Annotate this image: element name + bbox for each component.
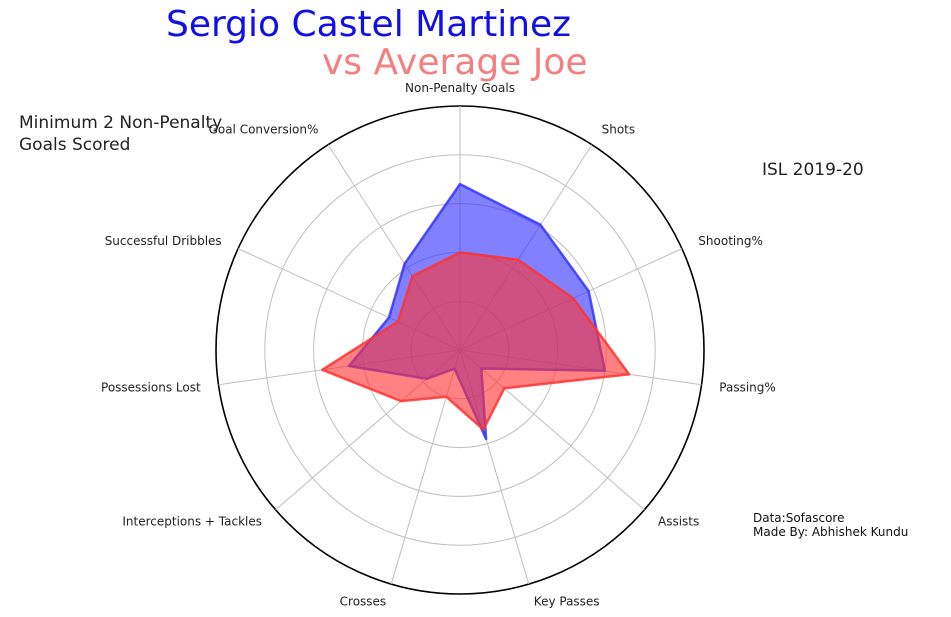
axis-label: Crosses <box>340 594 387 608</box>
source-label: Data:Sofascore <box>753 511 845 525</box>
criteria-note: Minimum 2 Non-Penalty Goals Scored <box>19 112 222 156</box>
credits: Data:Sofascore Made By: Abhishek Kundu <box>753 511 908 539</box>
axis-label: Non-Penalty Goals <box>405 81 515 95</box>
axis-labels: Non-Penalty Goals Shots Shooting% Passing% A… <box>101 81 776 608</box>
criteria-line-2: Goals Scored <box>19 135 131 155</box>
average-series-area <box>321 251 631 431</box>
axis-label: Shots <box>602 123 636 137</box>
radar-series <box>321 182 631 441</box>
axis-label: Successful Dribbles <box>105 234 222 248</box>
player-title: Sergio Castel Martinez <box>166 4 572 45</box>
axis-label: Goal Conversion% <box>209 123 319 137</box>
axis-label: Possessions Lost <box>101 380 201 394</box>
axis-label: Key Passes <box>534 594 600 608</box>
comparison-title: vs Average Joe <box>322 42 588 83</box>
criteria-line-1: Minimum 2 Non-Penalty <box>19 113 223 133</box>
season-label: ISL 2019-20 <box>762 160 864 180</box>
axis-label: Assists <box>658 515 699 529</box>
author-label: Made By: Abhishek Kundu <box>753 525 909 539</box>
axis-label: Passing% <box>719 380 776 394</box>
axis-label: Interceptions + Tackles <box>122 515 262 529</box>
axis-label: Shooting% <box>698 234 763 248</box>
